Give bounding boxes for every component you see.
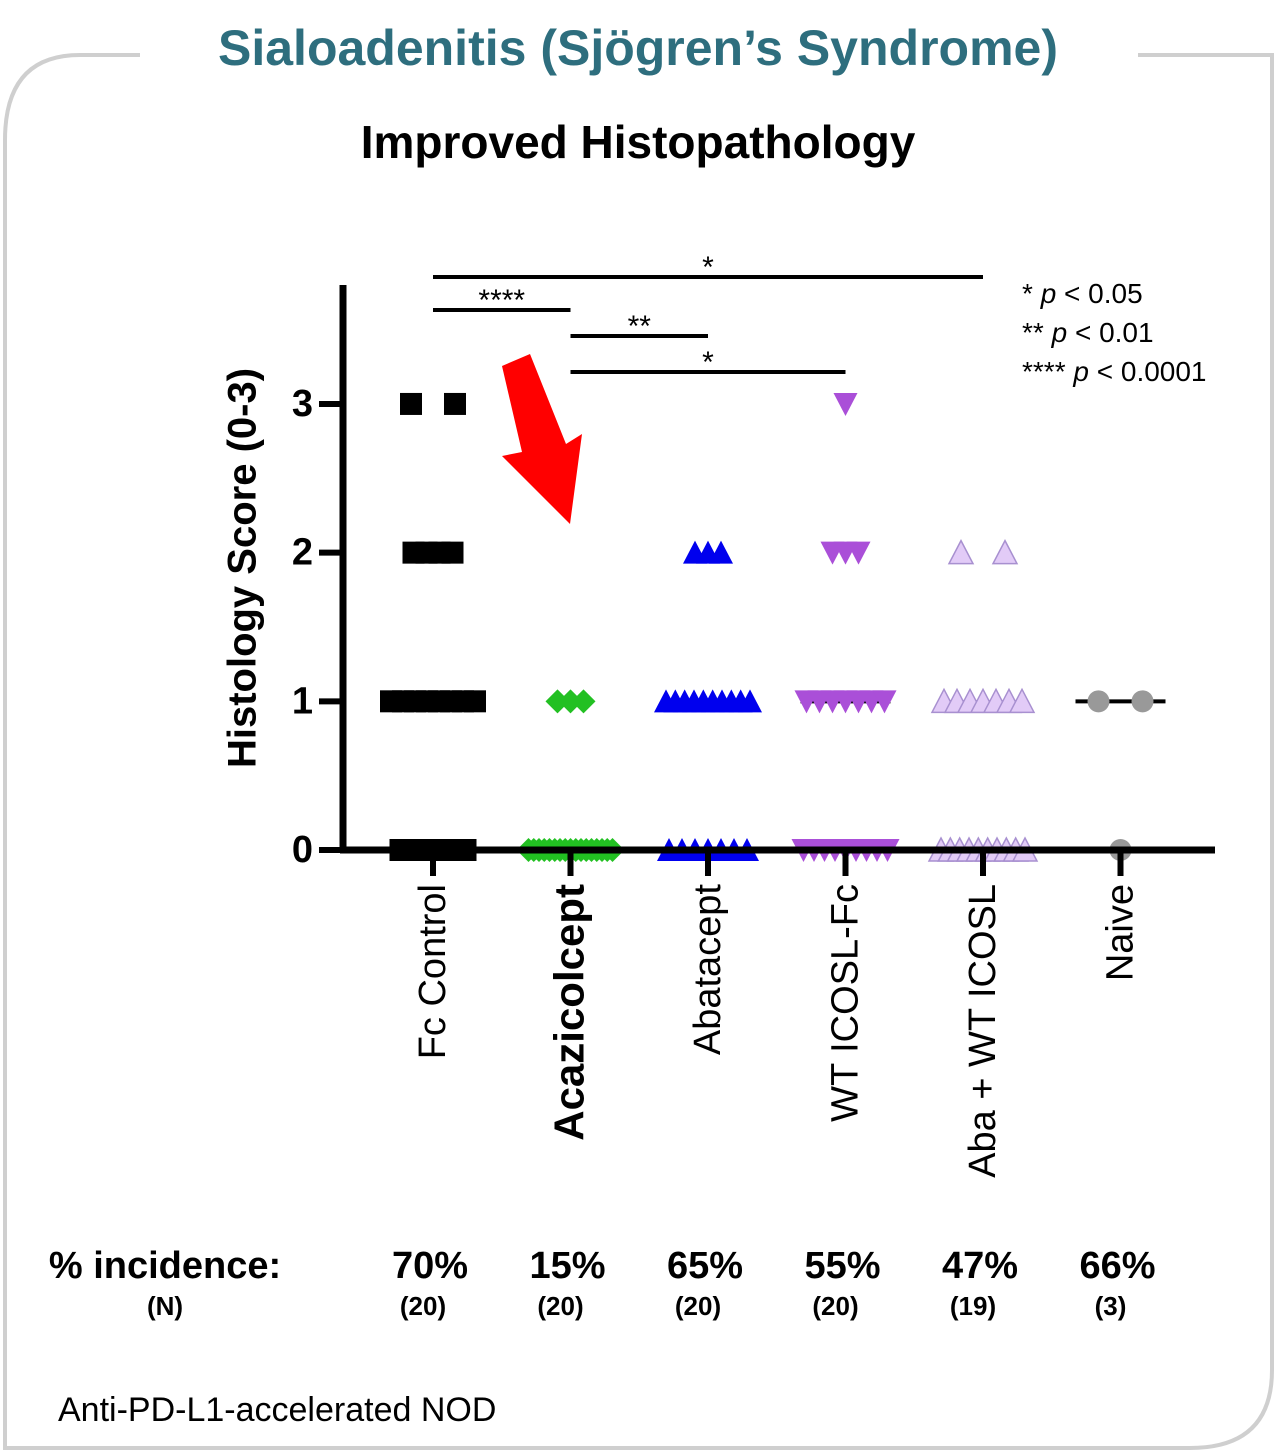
- p-legend-entry: ** p < 0.01: [1022, 317, 1154, 348]
- point: [738, 689, 762, 713]
- point: [400, 392, 422, 415]
- chart-subtitle: Improved Histopathology: [361, 116, 916, 168]
- incidence-label: 55%: [804, 1245, 880, 1287]
- p-legend-stars: **: [1022, 317, 1044, 348]
- point: [947, 539, 975, 565]
- point: [464, 690, 486, 713]
- p-legend-threshold: < 0.05: [1064, 278, 1143, 309]
- p-legend-threshold: < 0.0001: [1097, 356, 1207, 387]
- p-legend-stars: *: [1022, 278, 1033, 309]
- x-tick-label: Naive: [1100, 884, 1142, 981]
- p-legend-symbol: p: [1040, 278, 1057, 309]
- y-axis-label: Histology Score (0-3): [221, 368, 265, 768]
- y-tick-label: 0: [292, 829, 313, 871]
- y-tick-label: 1: [292, 680, 313, 722]
- incidence-title: % incidence:: [49, 1245, 281, 1287]
- n-label: (20): [675, 1291, 721, 1321]
- n-label: (20): [812, 1291, 858, 1321]
- significance-label: **: [628, 310, 652, 343]
- incidence-label: 70%: [392, 1245, 468, 1287]
- incidence-label: 15%: [529, 1245, 605, 1287]
- n-label: (3): [1095, 1291, 1127, 1321]
- y-tick-label: 3: [292, 383, 313, 425]
- point: [545, 689, 570, 714]
- point: [1131, 690, 1154, 713]
- p-legend-symbol: p: [1072, 356, 1089, 387]
- point: [558, 689, 583, 714]
- p-legend-entry: * p < 0.05: [1022, 278, 1143, 309]
- incidence-label: 65%: [667, 1245, 743, 1287]
- x-tick-label: Aba + WT ICOSL: [962, 884, 1004, 1178]
- y-tick-label: 2: [292, 532, 313, 574]
- p-legend-threshold: < 0.01: [1075, 317, 1154, 348]
- frame: [3, 53, 1274, 1450]
- point: [571, 689, 596, 714]
- point: [991, 539, 1019, 565]
- arrow: [502, 354, 582, 524]
- p-legend-stars: ****: [1022, 356, 1066, 387]
- x-tick-label: Fc Control: [412, 884, 454, 1059]
- p-legend-entry: **** p < 0.0001: [1022, 356, 1207, 387]
- point: [709, 540, 733, 564]
- incidence-label: 47%: [942, 1245, 1018, 1287]
- point: [833, 392, 858, 416]
- n-label: (20): [400, 1291, 446, 1321]
- chart-title: Sialoadenitis (Sjögren’s Syndrome): [218, 20, 1058, 76]
- point: [1087, 690, 1110, 713]
- point: [441, 541, 464, 564]
- p-legend-symbol: p: [1051, 317, 1068, 348]
- point: [872, 690, 897, 714]
- significance-label: *: [702, 251, 714, 284]
- point: [444, 392, 466, 415]
- x-tick-label: Abatacept: [687, 884, 729, 1056]
- significance-label: *: [702, 346, 714, 379]
- incidence-label: 66%: [1079, 1245, 1155, 1287]
- point: [1008, 687, 1036, 714]
- footnote: Anti-PD-L1-accelerated NOD: [58, 1391, 496, 1429]
- n-title: (N): [147, 1291, 183, 1321]
- point: [846, 541, 871, 565]
- x-tick-label: Acazicolcept: [546, 884, 593, 1141]
- n-label: (20): [537, 1291, 583, 1321]
- x-tick-label: WT ICOSL-Fc: [825, 884, 867, 1122]
- significance-label: ****: [478, 284, 525, 317]
- n-label: (19): [950, 1291, 996, 1321]
